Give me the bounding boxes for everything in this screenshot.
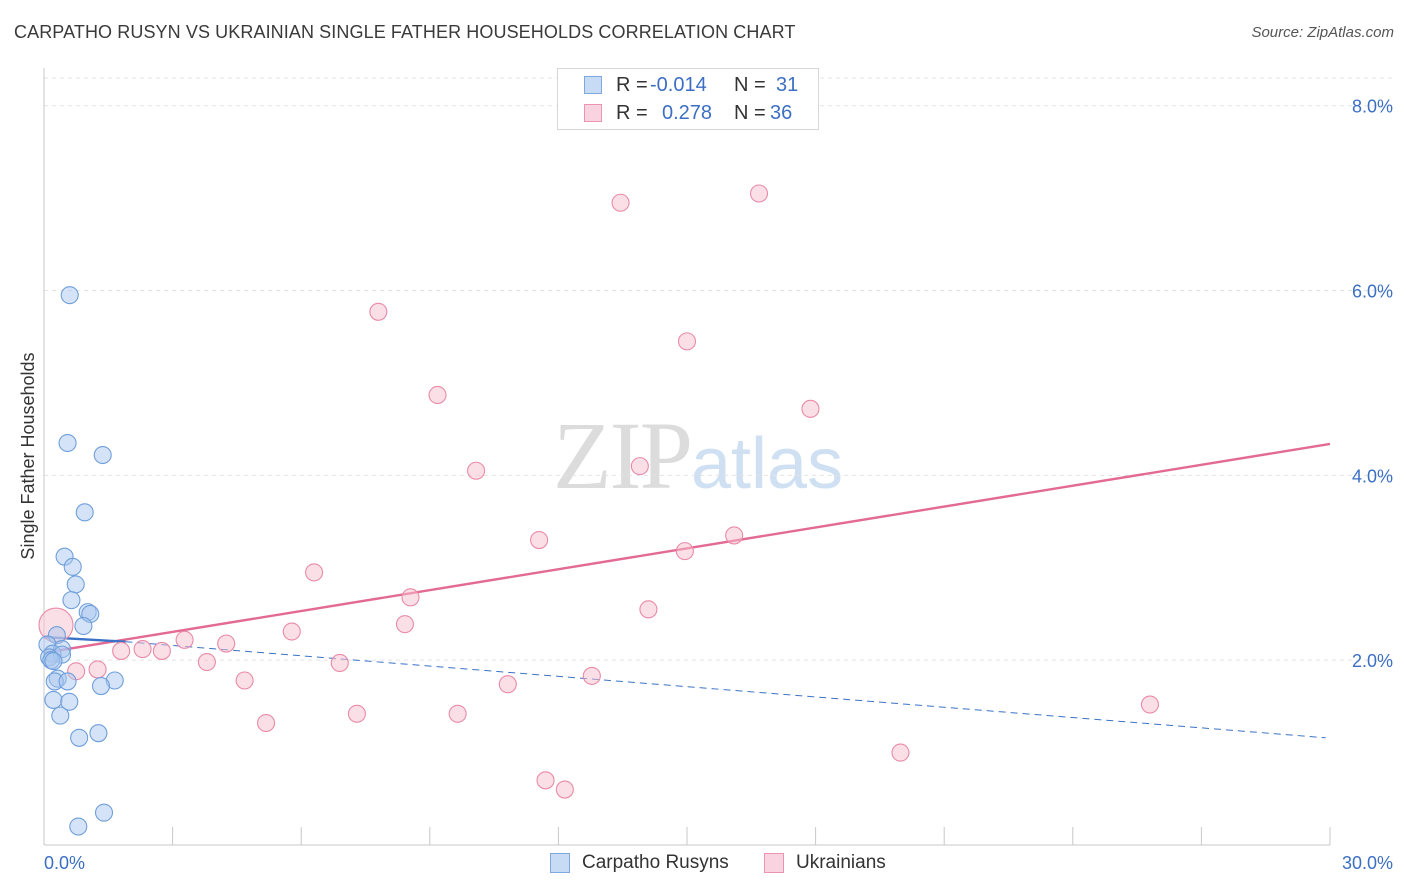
- point-ukrainians: [467, 461, 486, 480]
- point-ukrainians: [282, 622, 301, 641]
- y-tick-label: 6.0%: [1352, 282, 1393, 302]
- point-ukrainians: [630, 457, 649, 476]
- point-carpatho-rusyns: [94, 803, 114, 822]
- watermark: ZIPatlas: [553, 400, 843, 511]
- point-ukrainians: [369, 302, 388, 321]
- point-ukrainians: [448, 704, 467, 723]
- point-ukrainians: [891, 743, 910, 762]
- r-value: 0.278: [662, 102, 713, 124]
- x-tick-label-min: 0.0%: [44, 853, 85, 873]
- axes: [43, 68, 1331, 846]
- point-carpatho-rusyns: [74, 616, 93, 636]
- series-legend-ukrainian-swatch: [764, 853, 784, 873]
- legend-swatch-carpatho: [584, 76, 602, 94]
- point-ukrainians: [235, 671, 254, 690]
- point-carpatho-rusyns: [93, 445, 112, 465]
- point-ukrainians: [749, 184, 769, 203]
- point-ukrainians: [582, 666, 601, 685]
- y-tick-label: 4.0%: [1352, 466, 1393, 486]
- n-value: 36: [770, 102, 793, 124]
- point-ukrainians: [347, 704, 366, 723]
- watermark-zip: ZIP: [553, 402, 693, 509]
- point-ukrainians: [639, 600, 658, 619]
- point-ukrainians: [133, 640, 152, 659]
- point-carpatho-rusyns: [66, 575, 85, 594]
- n-value: 31: [776, 74, 799, 96]
- series-legend-carpatho-swatch: [550, 853, 570, 873]
- point-ukrainians: [175, 630, 194, 649]
- point-ukrainians: [330, 653, 349, 673]
- n-label: N =: [734, 102, 766, 124]
- y-tick-label: 8.0%: [1352, 97, 1393, 117]
- point-ukrainians: [256, 713, 276, 733]
- point-ukrainians: [88, 660, 107, 679]
- point-carpatho-rusyns: [51, 706, 70, 725]
- axis-labels: 2.0% 4.0% 6.0% 8.0% 0.0% 30.0% Single Father H…: [18, 97, 1393, 873]
- point-carpatho-rusyns: [91, 677, 111, 696]
- r-label: R =: [616, 102, 648, 124]
- point-ukrainians: [555, 780, 574, 799]
- point-carpatho-rusyns: [58, 433, 77, 453]
- point-carpatho-rusyns: [70, 728, 89, 747]
- source-credit: Source: ZipAtlas.com: [1251, 24, 1394, 41]
- legend-swatch-ukrainian: [584, 104, 602, 122]
- point-ukrainians: [498, 675, 517, 694]
- point-ukrainians: [112, 641, 131, 660]
- x-tick-label-max: 30.0%: [1342, 853, 1393, 873]
- point-ukrainians: [401, 588, 420, 607]
- point-ukrainians: [1140, 695, 1160, 714]
- point-carpatho-rusyns: [75, 503, 94, 522]
- point-ukrainians: [152, 641, 171, 660]
- point-carpatho-rusyns: [69, 817, 88, 836]
- grid-lines: [44, 77, 1392, 661]
- n-label: N =: [734, 74, 766, 96]
- watermark-atlas: atlas: [691, 424, 844, 504]
- point-carpatho-rusyns: [44, 690, 63, 709]
- point-ukrainians: [675, 542, 694, 561]
- point-ukrainians: [801, 399, 820, 418]
- y-tick-label: 2.0%: [1352, 651, 1393, 671]
- stats-legend-row-carpatho: R = -0.014 N = 31: [558, 73, 818, 99]
- point-ukrainians: [197, 652, 216, 672]
- point-carpatho-rusyns: [60, 692, 79, 711]
- point-carpatho-rusyns: [44, 652, 63, 671]
- r-value: -0.014: [650, 74, 707, 96]
- r-label: R =: [616, 74, 648, 96]
- point-carpatho-rusyns: [89, 724, 108, 743]
- point-ukrainians: [536, 771, 555, 790]
- chart-title: CARPATHO RUSYN VS UKRAINIAN SINGLE FATHE…: [14, 22, 796, 42]
- stats-legend: R = -0.014 N = 31 R = 0.278 N = 36: [557, 68, 819, 130]
- trend-lines: [43, 442, 1331, 739]
- y-axis-label: Single Father Households: [18, 352, 38, 559]
- point-ukrainians: [305, 563, 324, 582]
- point-ukrainians: [530, 530, 549, 550]
- point-carpatho-rusyns: [58, 672, 77, 691]
- data-points: [38, 184, 1160, 836]
- point-carpatho-rusyns: [62, 591, 81, 610]
- point-ukrainians: [677, 332, 697, 351]
- point-ukrainians: [395, 615, 414, 634]
- stats-legend-row-ukrainian: R = 0.278 N = 36: [558, 101, 818, 127]
- series-legend-carpatho-label: Carpatho Rusyns: [582, 852, 729, 873]
- point-carpatho-rusyns: [63, 557, 82, 576]
- series-legend-ukrainian-label: Ukrainians: [796, 852, 886, 873]
- point-ukrainians: [217, 634, 236, 653]
- trend-line-carpatho-dashed: [125, 641, 1326, 739]
- point-ukrainians: [725, 526, 744, 545]
- point-ukrainians: [611, 193, 630, 212]
- point-ukrainians: [428, 385, 447, 405]
- point-carpatho-rusyns: [60, 286, 79, 305]
